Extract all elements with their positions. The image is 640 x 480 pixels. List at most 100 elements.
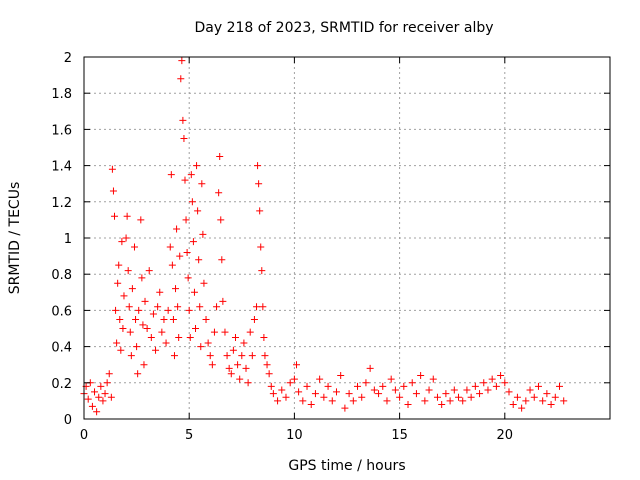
data-point xyxy=(183,248,191,256)
data-point xyxy=(138,274,146,282)
data-point xyxy=(387,375,395,383)
data-point xyxy=(236,375,244,383)
data-point xyxy=(189,238,197,246)
data-point xyxy=(215,189,223,197)
data-point xyxy=(126,328,134,336)
data-point xyxy=(95,393,103,401)
data-point xyxy=(446,397,454,405)
data-point xyxy=(208,361,216,369)
data-point xyxy=(130,243,138,251)
data-point xyxy=(97,382,105,390)
data-point xyxy=(286,379,294,387)
data-point xyxy=(337,372,345,380)
data-point xyxy=(172,285,180,293)
data-point xyxy=(217,216,225,224)
data-point xyxy=(513,393,521,401)
data-point xyxy=(141,297,149,305)
data-point xyxy=(218,256,226,264)
data-point xyxy=(358,393,366,401)
data-point xyxy=(125,303,133,311)
data-point xyxy=(199,230,207,238)
data-point xyxy=(108,165,116,173)
data-point xyxy=(267,382,275,390)
data-point xyxy=(139,321,147,329)
data-point xyxy=(467,393,475,401)
data-point xyxy=(206,352,214,360)
data-point xyxy=(120,292,128,300)
data-point xyxy=(185,306,193,314)
data-point xyxy=(400,382,408,390)
data-point xyxy=(345,390,353,398)
data-point xyxy=(238,352,246,360)
data-point xyxy=(198,180,206,188)
data-point xyxy=(176,252,184,260)
ticks-layer: 0 5 10 15 20 0 0.2 0.4 0.6 0.8 1 1.2 1.4 1.6 1.8 2 xyxy=(51,51,610,443)
data-point xyxy=(170,352,178,360)
data-point xyxy=(518,404,526,412)
y-tick-label: 0 xyxy=(64,413,72,428)
data-point xyxy=(556,382,564,390)
data-point xyxy=(197,343,205,351)
data-point xyxy=(259,303,267,311)
data-point xyxy=(258,267,266,275)
data-point xyxy=(219,297,227,305)
data-point xyxy=(177,75,185,83)
data-point xyxy=(560,397,568,405)
data-point xyxy=(362,379,370,387)
data-point xyxy=(99,397,107,405)
data-point xyxy=(295,388,303,396)
data-point xyxy=(132,315,140,323)
data-point xyxy=(113,339,121,347)
data-point xyxy=(225,364,233,372)
data-point xyxy=(187,171,195,179)
data-point xyxy=(194,207,202,215)
data-point xyxy=(137,216,145,224)
y-tick-label: 1.8 xyxy=(51,87,72,102)
data-point xyxy=(547,401,555,409)
data-point xyxy=(119,325,127,332)
data-point xyxy=(123,212,131,220)
y-tick-label: 0.6 xyxy=(51,304,72,319)
data-point xyxy=(379,382,387,390)
data-point xyxy=(408,379,416,387)
data-point xyxy=(261,352,269,360)
data-point xyxy=(530,393,538,401)
data-point xyxy=(311,390,319,398)
data-point xyxy=(278,386,286,394)
data-point xyxy=(501,379,509,387)
data-point xyxy=(117,346,125,354)
y-tick-label: 0.2 xyxy=(51,377,72,392)
data-point xyxy=(442,390,450,398)
y-axis-label: SRMTID / TECUs xyxy=(7,182,23,295)
data-points-layer xyxy=(80,57,568,416)
data-point xyxy=(480,379,488,387)
data-point xyxy=(307,401,315,409)
data-point xyxy=(421,397,429,405)
data-point xyxy=(190,288,198,296)
data-point xyxy=(196,303,204,311)
data-point xyxy=(463,386,471,394)
data-point xyxy=(543,390,551,398)
data-point xyxy=(173,225,181,233)
x-axis-label: GPS time / hours xyxy=(288,458,405,474)
data-point xyxy=(221,328,229,336)
data-point xyxy=(257,243,265,251)
data-point xyxy=(115,261,123,269)
data-point xyxy=(293,361,301,369)
data-point xyxy=(253,303,261,311)
x-tick-label: 0 xyxy=(80,428,88,443)
data-point xyxy=(255,180,263,188)
data-point xyxy=(133,343,141,351)
grid-layer xyxy=(84,57,610,419)
data-point xyxy=(202,315,210,323)
data-point xyxy=(484,386,492,394)
data-point xyxy=(188,198,196,206)
data-point xyxy=(109,187,117,195)
data-point xyxy=(242,364,250,372)
data-point xyxy=(204,339,212,347)
data-point xyxy=(181,176,189,184)
data-point xyxy=(412,390,420,398)
data-point xyxy=(231,334,239,342)
data-point xyxy=(182,216,190,224)
